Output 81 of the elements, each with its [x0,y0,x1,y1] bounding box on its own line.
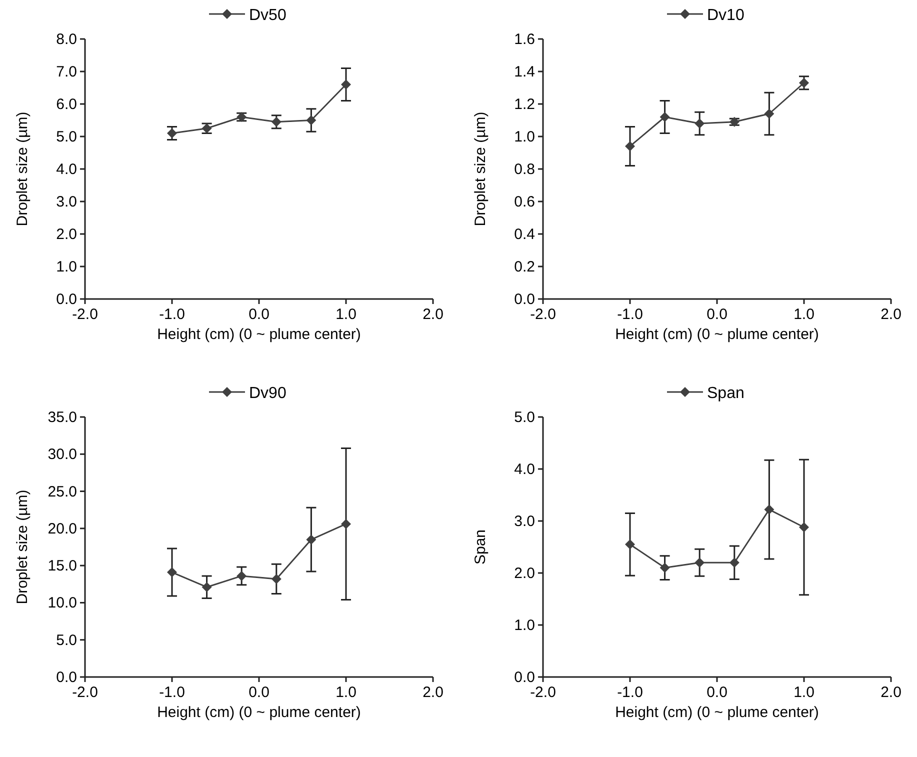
x-tick-label: 1.0 [336,306,356,323]
y-tick-label: 4.0 [56,161,77,178]
x-tick-label: 1.0 [336,684,356,701]
point [625,539,635,550]
x-tick-label: -2.0 [72,306,98,323]
point [799,522,809,532]
x-tick-label: 2.0 [880,306,902,323]
y-tick-label: 1.2 [514,96,535,113]
point [660,112,670,122]
y-tick-label: 1.6 [514,31,535,48]
y-axis-title: Droplet size (µm) [472,112,489,226]
x-tick-label: 2.0 [422,306,444,323]
point [271,574,282,584]
y-tick-label: 5.0 [56,128,77,146]
point [341,518,351,529]
x-tick-label: -1.0 [617,684,643,701]
y-tick-label: 2.0 [514,565,535,582]
y-axis-title: Droplet size (µm) [14,490,31,604]
y-tick-label: 35.0 [48,409,77,426]
y-tick-label: 0.6 [514,194,535,210]
point [236,570,247,581]
y-tick-label: 1.0 [56,258,77,276]
x-tick-label: -2.0 [72,684,98,701]
y-tick-label: 30.0 [48,446,77,464]
y-tick-label: 0.0 [514,291,535,308]
x-tick-label: -2.0 [530,306,556,323]
y-tick-label: 5.0 [514,409,535,426]
y-tick-label: 4.0 [514,461,535,478]
y-tick-label: 1.0 [514,617,535,634]
point [764,504,774,515]
point [729,558,740,568]
y-tick-label: 3.0 [514,513,535,530]
legend-label: Dv50 [249,7,286,24]
y-tick-label: 0.4 [514,226,535,243]
legend-label: Dv10 [707,7,744,24]
y-tick-label: 0.0 [56,669,77,686]
point [625,141,635,152]
y-tick-label: 10.0 [48,594,77,612]
y-tick-label: 20.0 [48,520,77,538]
x-tick-label: 0.0 [706,306,728,323]
legend-label: Dv90 [249,385,286,402]
y-tick-label: 8.0 [56,31,77,48]
y-tick-label: 25.0 [48,483,77,500]
y-tick-label: 3.0 [56,194,77,210]
point [660,562,670,573]
point [694,558,705,568]
y-tick-label: 1.4 [514,64,535,80]
point [306,115,316,126]
x-tick-label: 2.0 [422,684,444,701]
x-tick-label: -2.0 [530,684,556,701]
point [167,567,177,578]
point [202,582,212,592]
x-axis-title: Height (cm) (0 ~ plume center) [615,704,819,721]
y-tick-label: 0.2 [514,258,535,276]
x-tick-label: 2.0 [880,684,902,701]
x-tick-label: 0.0 [706,684,728,701]
y-axis-title: Droplet size (µm) [14,112,31,226]
y-tick-label: 7.0 [56,64,77,80]
x-tick-label: 1.0 [794,306,814,323]
point [306,534,316,545]
y-tick-label: 5.0 [56,632,77,649]
y-axis-title: Span [472,529,489,565]
x-axis-title: Height (cm) (0 ~ plume center) [157,704,361,721]
x-tick-label: 1.0 [794,684,814,701]
x-tick-label: -1.0 [159,684,185,701]
x-axis-title: Height (cm) (0 ~ plume center) [615,326,819,343]
x-tick-label: -1.0 [159,306,185,323]
y-tick-label: 0.0 [514,669,535,686]
y-tick-label: 0.0 [56,291,77,308]
y-tick-label: 2.0 [56,226,77,243]
y-tick-label: 1.0 [514,128,535,146]
x-tick-label: 0.0 [248,306,270,323]
y-tick-label: 15.0 [48,558,77,575]
x-axis-title: Height (cm) (0 ~ plume center) [157,326,361,343]
y-tick-label: 0.8 [514,161,535,178]
point [764,108,774,119]
x-tick-label: 0.0 [248,684,270,701]
y-tick-label: 6.0 [56,96,77,113]
point [694,118,705,128]
x-tick-label: -1.0 [617,306,643,323]
legend-label: Span [707,385,744,402]
